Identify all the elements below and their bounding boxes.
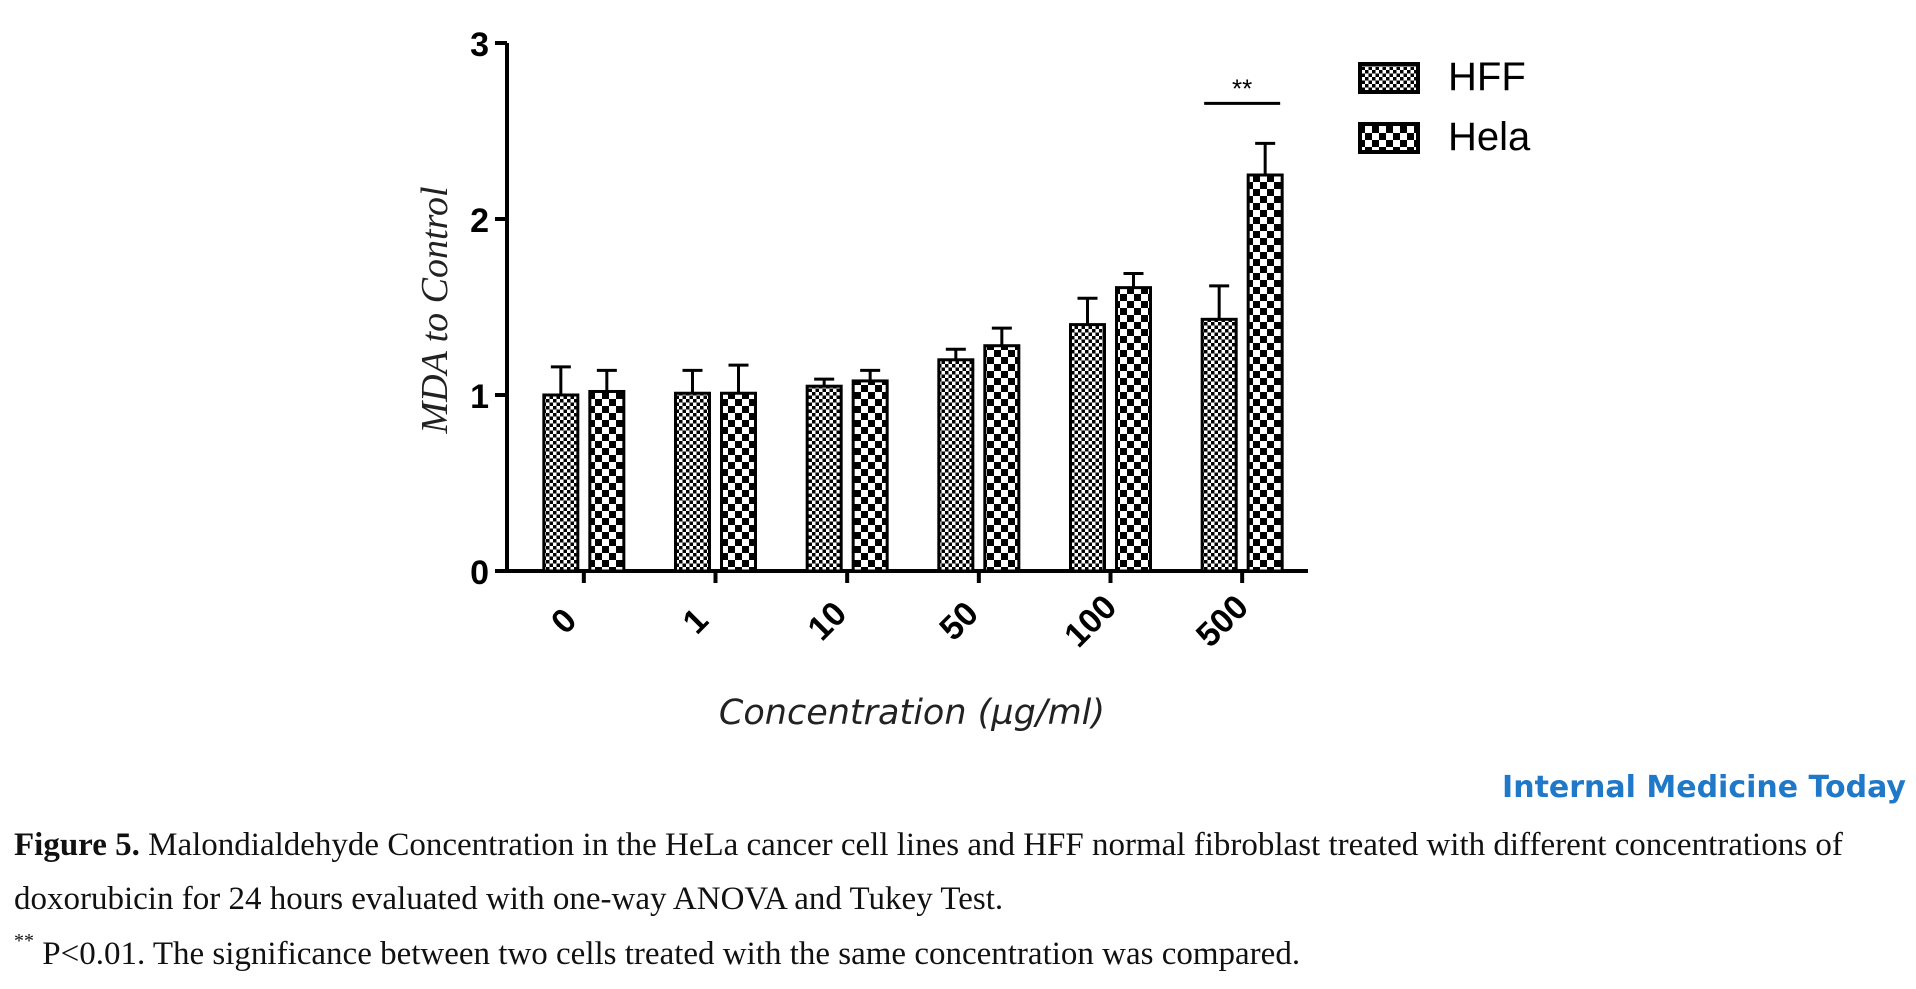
legend-label-hela: Hela	[1448, 115, 1531, 159]
bar-hff	[542, 393, 580, 573]
x-tick-label: 100	[1057, 588, 1124, 655]
y-axis: 0 1 2 3	[470, 26, 509, 592]
publisher-brand: Internal Medicine Today	[1502, 770, 1906, 805]
figure-caption-text: Malondialdehyde Concentration in the HeL…	[14, 827, 1843, 917]
significance-label: **	[1232, 73, 1252, 103]
legend-swatch-hff	[1358, 62, 1420, 94]
bar-hela	[720, 391, 757, 573]
bar-hela	[851, 379, 889, 573]
bar-hff	[1200, 317, 1238, 573]
figure-caption: Figure 5. Malondialdehyde Concentration …	[14, 818, 1904, 926]
y-axis-label: MDA to Control	[414, 186, 456, 434]
legend: HFF Hela	[1358, 55, 1531, 159]
figure-label: Figure 5.	[14, 827, 140, 863]
bar-hela	[1115, 286, 1152, 573]
x-tick-label: 50	[932, 594, 986, 648]
x-tick-label: 0	[544, 601, 584, 641]
bar-hff	[674, 391, 711, 573]
y-tick-label: 1	[470, 378, 489, 416]
bar-hff	[1069, 323, 1106, 573]
bar-hela	[588, 389, 626, 573]
x-tick-label: 10	[801, 594, 855, 648]
bar-hela	[1246, 173, 1284, 573]
y-tick-label: 2	[470, 202, 489, 240]
x-axis: 0 1 10 50 100 500	[505, 569, 1308, 655]
y-tick-label: 0	[470, 554, 489, 592]
bar-chart: 0 1 2 3 0 1 10 50 100 500 ** HFF Hela MDA to Cont…	[414, 26, 1531, 733]
bar-hff	[937, 358, 975, 573]
legend-swatch-hela	[1358, 122, 1420, 154]
x-tick-label: 1	[676, 601, 716, 641]
x-tick-label: 500	[1189, 588, 1256, 655]
y-tick-label: 3	[470, 26, 489, 64]
significance-note: ** P<0.01. The significance between two …	[14, 927, 1904, 981]
significance-note-text: P<0.01. The significance between two cel…	[34, 936, 1301, 972]
x-axis-label: Concentration (µg/ml)	[719, 693, 1105, 733]
bar-hff	[805, 384, 843, 573]
bar-hela	[983, 344, 1021, 573]
significance-marker: **	[14, 930, 34, 952]
bars: **	[542, 73, 1284, 573]
legend-label-hff: HFF	[1448, 55, 1526, 99]
